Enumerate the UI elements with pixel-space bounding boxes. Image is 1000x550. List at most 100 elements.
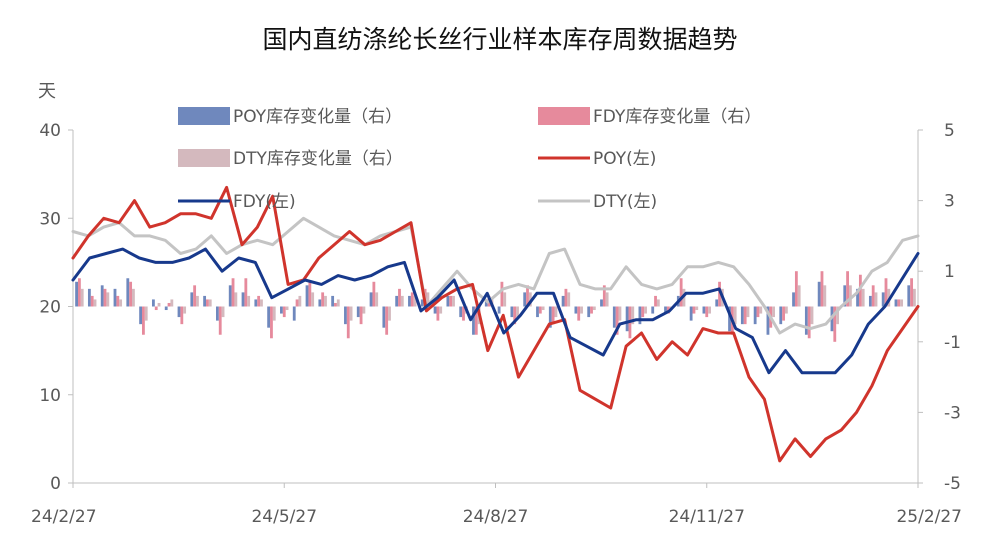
poy-change-bar	[75, 281, 78, 307]
fdy-change-bar	[346, 306, 350, 339]
fdy-change-bar	[871, 285, 875, 307]
fdy-change-bar	[743, 306, 747, 325]
poy-change-bar	[228, 285, 232, 307]
dty-change-bar	[221, 306, 225, 318]
poy-change-bar	[280, 306, 283, 314]
dty-change-bar	[733, 306, 737, 325]
fdy-change-bar	[884, 278, 888, 307]
dty-change-bar	[784, 306, 788, 314]
dty-change-bar	[900, 299, 904, 307]
dty-change-bar	[439, 306, 443, 314]
poy-change-bar	[894, 299, 898, 307]
dty-change-bar	[349, 306, 353, 321]
fdy-change-bar	[833, 306, 837, 342]
x-tick-label: 24/11/27	[669, 507, 745, 527]
dty-change-bar	[746, 306, 750, 318]
poy-change-bar	[548, 306, 552, 328]
y-left-tick-label: 10	[39, 386, 61, 406]
poy-change-bar	[472, 306, 475, 335]
fdy-change-bar	[858, 274, 862, 307]
fdy-change-bar	[718, 281, 721, 307]
dty-change-bar	[823, 285, 827, 307]
poy-bar-legend-swatch	[178, 107, 230, 125]
fdy-change-bar	[897, 299, 901, 307]
poy-change-bar	[664, 306, 667, 314]
dty-change-bar	[810, 306, 814, 325]
fdy-change-bar	[602, 285, 606, 307]
dty-change-bar	[400, 295, 404, 307]
poy-change-bar	[728, 306, 731, 332]
y-left-tick-label: 30	[39, 209, 61, 229]
fdy-change-bar	[180, 306, 184, 325]
poy-change-bar	[356, 306, 360, 318]
dty-change-bar	[311, 292, 315, 307]
poy-change-bar	[907, 285, 911, 307]
poy-change-bar	[331, 295, 335, 307]
poy-change-bar	[779, 306, 783, 325]
dty-change-bar	[580, 306, 583, 314]
dty-change-bar	[605, 292, 609, 307]
fdy-legend-label: FDY(左)	[233, 192, 296, 212]
legend: POY库存变化量（右） FDY库存变化量（右） DTY库存变化量（右） POY(左) F…	[178, 107, 761, 212]
dty-legend-label: DTY库存变化量（右）	[233, 149, 403, 169]
y-left-tick-label: 20	[39, 298, 61, 318]
fdy-change-bar	[846, 271, 849, 307]
poy-change-bar	[497, 306, 501, 314]
fdy-change-bar	[526, 285, 529, 307]
fdy-change-bar	[167, 302, 171, 307]
poy-change-bar	[612, 306, 616, 328]
poy-change-bar	[510, 306, 514, 318]
poy-change-bar	[254, 299, 258, 307]
dty-change-bar	[797, 285, 801, 307]
fdy-change-bar	[654, 295, 657, 307]
poy-change-bar	[216, 306, 219, 321]
poy-change-bar	[817, 281, 821, 307]
fdy-change-bar	[282, 306, 286, 318]
dty-change-bar	[426, 292, 430, 307]
poy-change-bar	[203, 295, 207, 307]
fdy-change-bar	[590, 306, 593, 314]
fdy-change-bar	[615, 306, 619, 335]
dty-change-bar	[247, 295, 251, 307]
poy-change-bar	[433, 306, 437, 314]
dty-change-bar	[567, 292, 571, 307]
dty-change-bar	[388, 306, 391, 321]
poy-change-bar	[651, 306, 655, 314]
x-tick-label: 24/2/27	[31, 507, 97, 527]
dty-change-bar	[452, 295, 455, 307]
dty-change-bar	[324, 295, 327, 307]
dty-change-bar	[336, 299, 340, 307]
dty-change-bar	[913, 288, 916, 307]
dty-change-bar	[682, 288, 686, 307]
y-right-tick-label: -1	[944, 333, 961, 353]
dty-change-bar	[362, 306, 366, 314]
poy-change-bar	[804, 306, 808, 335]
poy-change-bar	[536, 306, 539, 318]
dty-change-bar	[298, 295, 302, 307]
dty-change-bar	[144, 306, 148, 321]
poy-change-bar	[574, 306, 578, 314]
y-right-tick-label: 5	[944, 121, 955, 141]
dty-change-bar	[260, 299, 263, 307]
poy-change-bar	[792, 292, 795, 307]
poy-change-bar	[446, 295, 450, 307]
poy-change-bar	[164, 306, 168, 311]
x-tick-label: 25/2/27	[896, 507, 962, 527]
fdy-change-bar	[513, 306, 517, 325]
x-tick-label: 24/8/27	[463, 507, 529, 527]
poy-change-bar	[689, 306, 693, 321]
dty-change-bar	[836, 306, 840, 325]
poy-change-bar	[715, 299, 719, 307]
dty-change-bar	[272, 306, 276, 321]
fdy-change-bar	[103, 288, 107, 307]
fdy-change-bar	[820, 271, 824, 307]
fdy-change-bar	[462, 306, 465, 321]
poy-change-bar	[740, 306, 744, 325]
fdy-change-bar	[308, 281, 312, 307]
poy-change-bar	[459, 306, 463, 318]
poy-change-bar	[151, 299, 155, 307]
dty-change-bar	[208, 299, 212, 307]
fdy-change-bar	[385, 306, 389, 335]
fdy-change-bar	[807, 306, 811, 339]
